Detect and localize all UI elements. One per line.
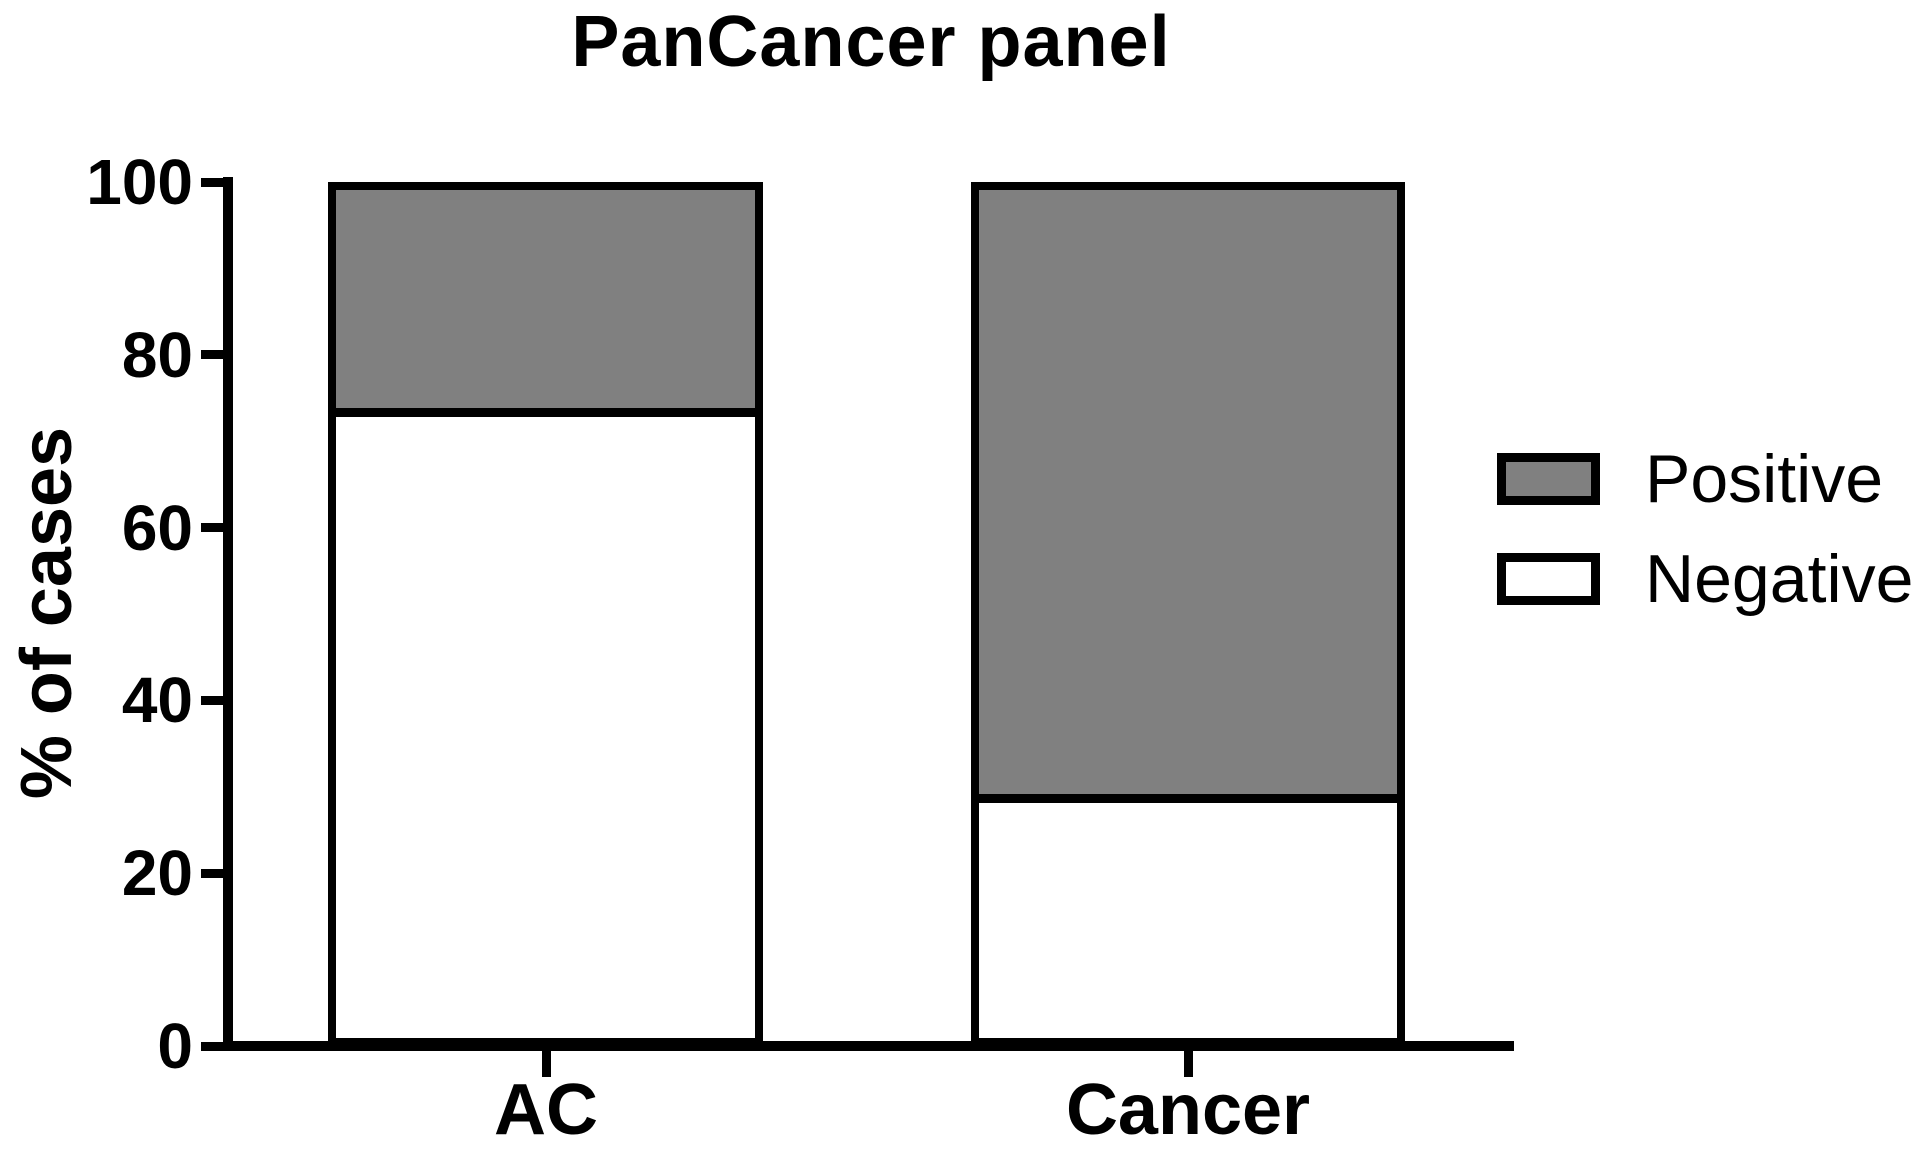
y-tick-mark bbox=[201, 350, 223, 360]
x-axis-label-cancer: Cancer bbox=[1065, 1070, 1311, 1150]
x-axis-line bbox=[223, 1041, 1514, 1051]
y-tick-label: 100 bbox=[86, 146, 193, 218]
bar-cancer bbox=[971, 182, 1405, 1046]
y-tick-label: 60 bbox=[121, 491, 193, 564]
y-tick-mark bbox=[201, 523, 223, 533]
y-tick-mark bbox=[201, 1041, 223, 1051]
x-tick-mark bbox=[541, 1051, 551, 1077]
legend-swatch-negative bbox=[1497, 553, 1600, 605]
y-axis-line bbox=[223, 177, 233, 1051]
y-tick-label: 80 bbox=[121, 318, 193, 391]
y-tick-label: 40 bbox=[121, 664, 193, 737]
y-tick-mark bbox=[201, 868, 223, 878]
x-tick-mark bbox=[1183, 1051, 1193, 1077]
legend-label-negative: Negative bbox=[1645, 541, 1914, 617]
y-tick-mark bbox=[201, 177, 223, 187]
bar-ac bbox=[328, 182, 763, 1046]
x-axis-label-ac: AC bbox=[494, 1070, 598, 1150]
bar-segment-negative bbox=[336, 408, 755, 1038]
bar-segment-negative bbox=[979, 794, 1397, 1038]
chart-title: PanCancer panel bbox=[571, 2, 1171, 82]
legend-label-positive: Positive bbox=[1645, 441, 1884, 517]
y-tick-label: 20 bbox=[121, 837, 193, 910]
legend-swatch-positive bbox=[1497, 453, 1600, 505]
y-tick-mark bbox=[201, 695, 223, 705]
bar-segment-positive bbox=[979, 190, 1397, 795]
bar-segment-positive bbox=[336, 190, 755, 409]
y-tick-label: 0 bbox=[157, 1010, 193, 1082]
